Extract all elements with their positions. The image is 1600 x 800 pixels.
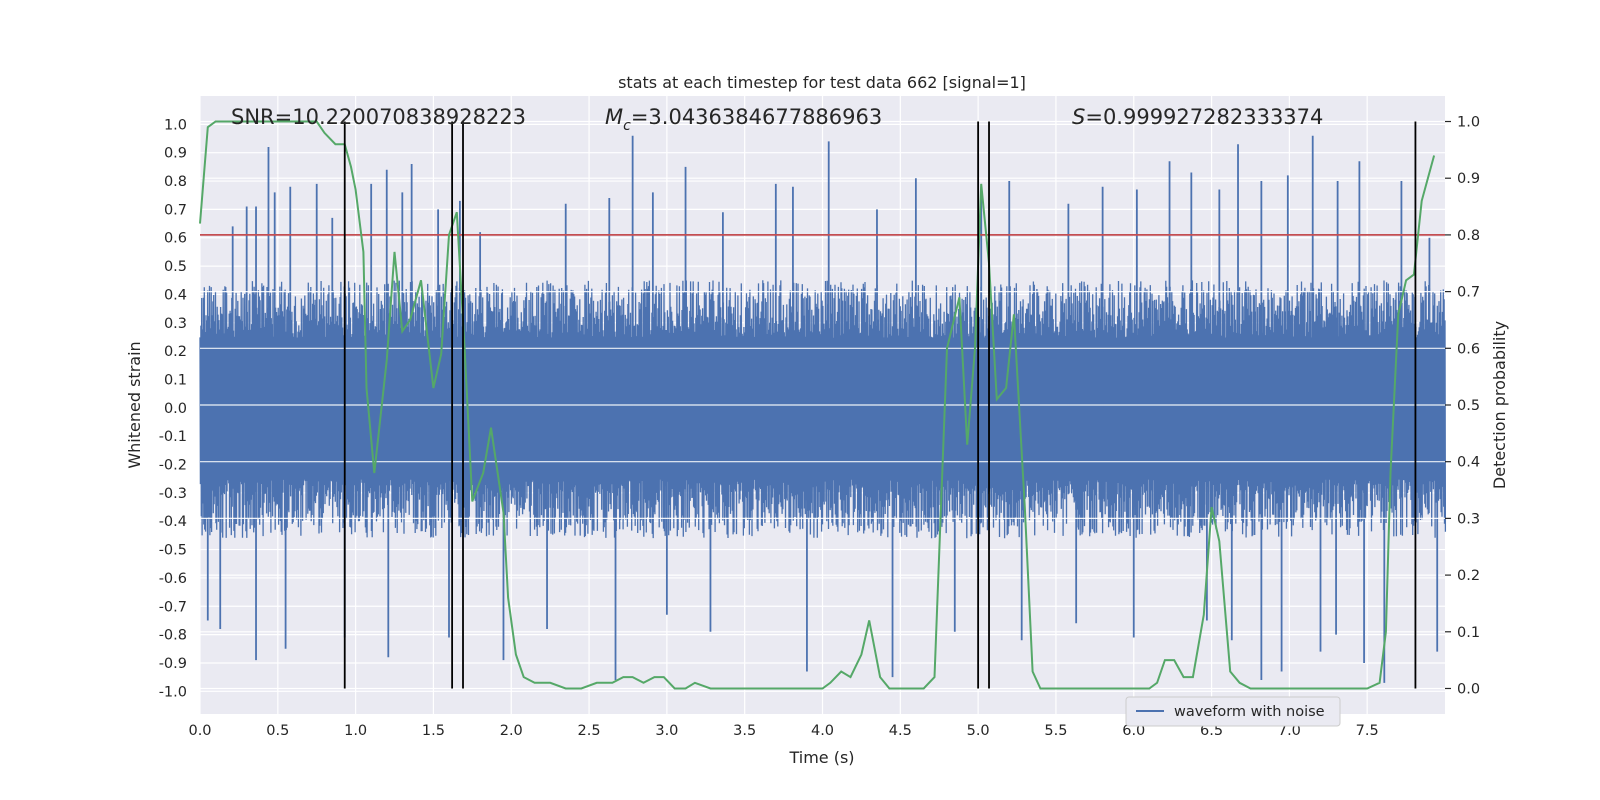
x-tick-label: 4.5 (889, 723, 912, 739)
score-annotation: S=0.999927282333374 (1072, 105, 1323, 129)
y-tick-label: 0.4 (164, 287, 187, 303)
x-tick-label: 2.0 (500, 723, 523, 739)
y2-tick-label: 0.3 (1457, 511, 1480, 527)
y-tick-label: 0.8 (164, 174, 187, 190)
x-tick-label: 1.5 (422, 723, 445, 739)
y-tick-label: -0.2 (159, 458, 187, 474)
y2-tick-label: 0.8 (1457, 228, 1480, 244)
y-tick-label: 0.9 (164, 146, 187, 162)
tick-layer: 0.0 0.5 1.0 1.5 2.0 2.5 3.0 3.5 4.0 4.5 5.0 5.5 6.0 6… (159, 115, 1480, 739)
x-tick-label: 5.0 (967, 723, 990, 739)
x-tick-label: 1.0 (344, 723, 367, 739)
y-tick-label: 0.0 (164, 401, 187, 417)
snr-annotation: SNR=10.220070838928223 (231, 105, 526, 129)
y2-tick-label: 0.4 (1457, 455, 1480, 471)
y2-tick-label: 0.7 (1457, 285, 1480, 301)
y-tick-label: -0.1 (159, 429, 187, 445)
x-axis-label: Time (s) (788, 748, 854, 767)
y-tick-label: 0.5 (164, 259, 187, 275)
x-tick-label: 6.0 (1122, 723, 1145, 739)
y2-tick-label: 0.5 (1457, 398, 1480, 414)
x-tick-label: 6.5 (1200, 723, 1223, 739)
y-tick-label: -0.4 (159, 514, 187, 530)
y-tick-label: 0.2 (164, 344, 187, 360)
legend: waveform with noise (1125, 696, 1341, 727)
x-tick-label: 7.5 (1356, 723, 1379, 739)
x-tick-label: 7.0 (1278, 723, 1301, 739)
score-value: =0.999927282333374 (1085, 105, 1323, 129)
x-tick-label: 2.5 (578, 723, 601, 739)
y-tick-label: -0.6 (159, 571, 187, 587)
score-symbol: S (1072, 105, 1085, 129)
y-tick-label: 0.6 (164, 231, 187, 247)
x-tick-label: 3.5 (733, 723, 756, 739)
chirp-mass-annotation: Mc=3.0436384677886963 (605, 105, 882, 134)
chirp-mass-symbol: M (605, 105, 623, 129)
y2-tick-label: 0.1 (1457, 625, 1480, 641)
y2-tick-label: 0.6 (1457, 341, 1480, 357)
chart-title: stats at each timestep for test data 662… (618, 73, 1026, 92)
y2-tick-label: 0.2 (1457, 568, 1480, 584)
y2-tick-label: 0.0 (1457, 681, 1480, 697)
y-axis-label: Whitened strain (125, 341, 144, 468)
y-tick-label: -0.9 (159, 656, 187, 672)
y-tick-label: 0.3 (164, 316, 187, 332)
x-tick-label: 4.0 (811, 723, 834, 739)
detection-probability-line (199, 120, 1436, 690)
x-tick-label: 3.0 (655, 723, 678, 739)
y-tick-label: 0.7 (164, 202, 187, 218)
data-layer (199, 135, 1447, 683)
chirp-mass-value: =3.0436384677886963 (631, 105, 882, 129)
y-tick-label: 0.1 (164, 372, 187, 388)
y-tick-label: -0.3 (159, 486, 187, 502)
legend-box (1125, 696, 1341, 727)
y2-axis-label: Detection probability (1490, 321, 1509, 489)
y-tick-label: -0.8 (159, 628, 187, 644)
x-tick-label: 0.5 (266, 723, 289, 739)
overlay-layer (199, 120, 1445, 690)
y-tick-label: -0.7 (159, 599, 187, 615)
y2-tick-label: 0.9 (1457, 171, 1480, 187)
y-tick-label: 1.0 (164, 117, 187, 133)
x-tick-label: 5.5 (1044, 723, 1067, 739)
chirp-mass-subscript: c (623, 118, 631, 134)
legend-label-waveform: waveform with noise (1174, 704, 1325, 720)
y-tick-label: -0.5 (159, 543, 187, 559)
y2-tick-label: 1.0 (1457, 115, 1480, 131)
y-tick-label: -1.0 (159, 684, 187, 700)
x-tick-label: 0.0 (188, 723, 211, 739)
